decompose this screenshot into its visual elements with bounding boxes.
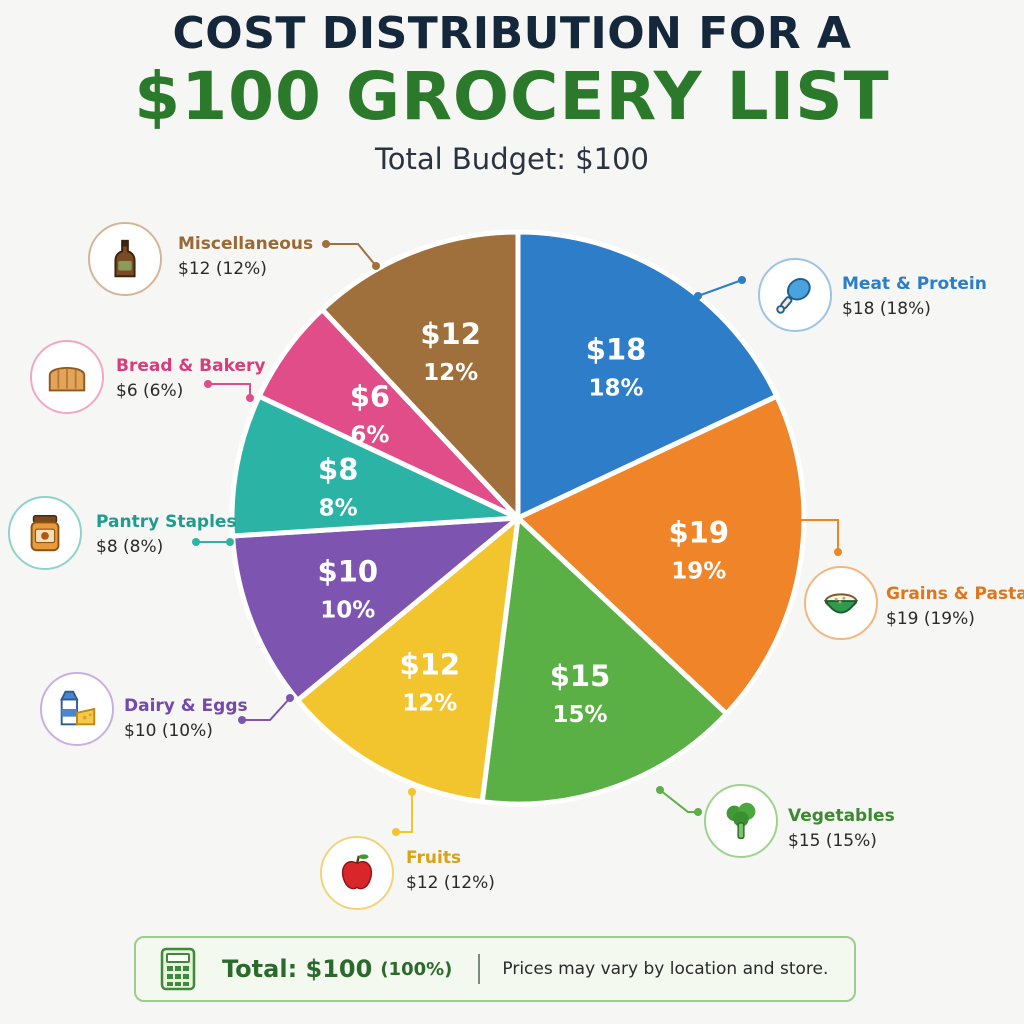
leader-dot — [246, 394, 254, 402]
slice-value-label: $18 — [586, 332, 647, 366]
drumstick-icon — [758, 258, 832, 332]
apple-icon — [320, 836, 394, 910]
slice-value-label: $6 — [350, 379, 390, 413]
bottle-icon — [88, 222, 162, 296]
callout-value: $19 (19%) — [886, 609, 975, 629]
title-line-2: $100 GROCERY LIST — [134, 58, 890, 135]
leader-dot — [392, 828, 400, 836]
pie-slice-grains-pasta — [515, 393, 807, 717]
callout-name: Meat & Protein — [842, 274, 987, 294]
leader-dot — [694, 808, 702, 816]
divider — [478, 954, 481, 984]
leader-dot — [286, 694, 294, 702]
callout-value: $12 (12%) — [178, 259, 267, 279]
leader-dot — [834, 548, 842, 556]
leader-line — [778, 519, 839, 552]
leader-line — [242, 697, 291, 721]
callout-value: $8 (8%) — [96, 537, 164, 557]
callout-value: $15 (15%) — [788, 831, 877, 851]
slice-value-label: $12 — [420, 317, 481, 351]
leader-dot — [738, 276, 746, 284]
leader-dot — [226, 538, 234, 546]
callout-name: Miscellaneous — [178, 234, 314, 254]
broccoli-icon — [704, 784, 778, 858]
leader-dot — [372, 262, 380, 270]
callout-name: Fruits — [406, 848, 462, 868]
leader-line — [208, 383, 251, 398]
slice-percent-label: 15% — [552, 702, 607, 728]
jar-icon — [8, 496, 82, 570]
slice-percent-label: 8% — [319, 496, 358, 522]
slice-value-label: $15 — [550, 659, 611, 693]
slice-percent-label: 12% — [402, 690, 457, 716]
rice-bowl-icon — [804, 566, 878, 640]
leader-dot — [238, 716, 246, 724]
pie-slice-dairy-eggs — [230, 515, 521, 703]
slice-percent-label: 18% — [589, 375, 644, 401]
callout-value: $6 (6%) — [116, 381, 184, 401]
total-footer: Total: $100 (100%) Prices may vary by lo… — [134, 936, 856, 1002]
callout-name: Vegetables — [788, 806, 895, 826]
callout-bread-bakery: Bread & Bakery $6 (6%) — [116, 354, 265, 404]
leader-dot — [322, 240, 330, 248]
subtitle: Total Budget: $100 — [374, 142, 650, 176]
slice-percent-label: 10% — [320, 597, 375, 623]
calculator-icon — [160, 947, 196, 991]
callout-vegetables: Vegetables $15 (15%) — [788, 804, 895, 854]
callout-pantry-staples: Pantry Staples $8 (8%) — [96, 510, 237, 560]
callout-grains-pasta: Grains & Pasta $19 (19%) — [886, 582, 1024, 632]
pie-slice-vegetables — [479, 515, 729, 807]
pie-slice-fruits — [295, 515, 521, 805]
total-label: Total: $100 — [222, 955, 373, 983]
callout-value: $18 (18%) — [842, 299, 931, 319]
slice-percent-label: 12% — [423, 360, 478, 386]
callout-value: $10 (10%) — [124, 721, 213, 741]
bread-icon — [30, 340, 104, 414]
callout-meat-protein: Meat & Protein $18 (18%) — [842, 272, 987, 322]
leader-dot — [656, 786, 664, 794]
leader-dot — [204, 380, 212, 388]
leader-line — [396, 792, 413, 833]
callout-name: Dairy & Eggs — [124, 696, 248, 716]
slice-percent-label: 19% — [671, 559, 726, 585]
callout-name: Bread & Bakery — [116, 356, 266, 376]
leader-line — [659, 789, 698, 813]
leader-line — [326, 243, 377, 267]
slice-percent-label: 6% — [350, 422, 389, 448]
milk-cheese-icon — [40, 672, 114, 746]
leader-dot — [774, 516, 782, 524]
slice-value-label: $8 — [318, 453, 358, 487]
callout-miscellaneous: Miscellaneous $12 (12%) — [178, 232, 313, 282]
total-percent: (100%) — [380, 958, 453, 980]
slice-value-label: $19 — [669, 516, 730, 550]
pie-slice-miscellaneous — [319, 229, 521, 521]
slice-value-label: $12 — [400, 647, 461, 681]
title-line-1: COST DISTRIBUTION FOR A — [172, 8, 852, 59]
callout-name: Pantry Staples — [96, 512, 237, 532]
callout-value: $12 (12%) — [406, 873, 495, 893]
leader-dot — [408, 788, 416, 796]
pie-slice-meat-protein — [515, 229, 780, 521]
callout-name: Grains & Pasta — [886, 584, 1024, 604]
leader-dot — [694, 292, 702, 300]
pie-slice-pantry-staples — [229, 393, 521, 539]
callout-dairy-eggs: Dairy & Eggs $10 (10%) — [124, 694, 248, 744]
callout-fruits: Fruits $12 (12%) — [406, 846, 495, 896]
leader-dot — [192, 538, 200, 546]
footer-note: Prices may vary by location and store. — [502, 959, 829, 979]
slice-value-label: $10 — [318, 554, 379, 588]
leader-line — [697, 279, 743, 297]
